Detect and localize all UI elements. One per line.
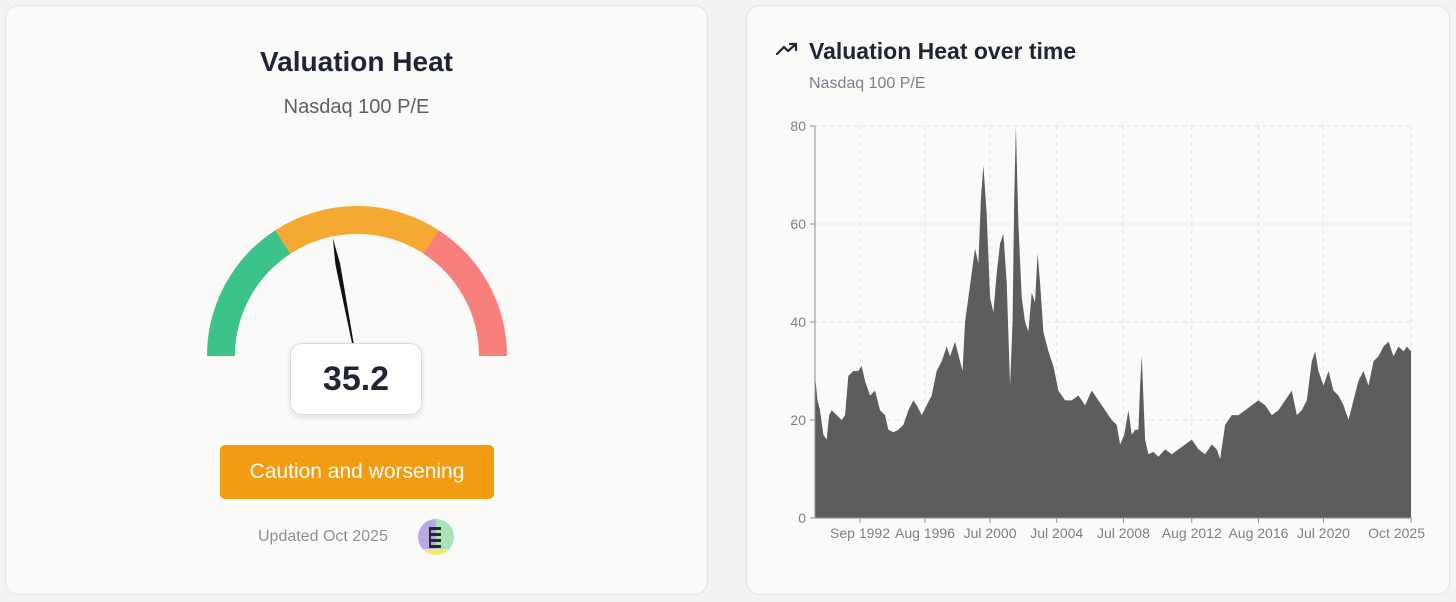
x-tick-label: Jul 2004 [1030,525,1083,541]
data-source-logo-icon[interactable] [418,519,454,555]
trending-up-icon [775,42,798,56]
gauge-title: Valuation Heat [260,46,453,77]
x-tick-label: Sep 1992 [830,525,890,541]
gauge-subtitle: Nasdaq 100 P/E [283,96,430,118]
x-tick-label: Oct 2025 [1368,525,1425,541]
x-tick-label: Jul 2008 [1097,525,1150,541]
gauge-needle [332,237,354,345]
pe-area-series[interactable] [815,126,1411,518]
gauge [207,206,507,357]
gauge-value: 35.2 [290,343,422,415]
x-tick-label: Jul 2020 [1297,525,1350,541]
y-tick-label: 60 [790,216,806,232]
gauge-segment-mid [275,206,439,254]
x-tick-label: Aug 2016 [1228,525,1288,541]
gauge-segment-low [207,230,291,357]
y-tick-label: 80 [790,118,806,134]
x-tick-label: Aug 2012 [1162,525,1222,541]
status-badge[interactable]: Caution and worsening [220,445,494,499]
area-chart[interactable]: 0 20 40 60 80 Sep 1992 Aug 1996 Jul 2000 Jul 200… [747,6,1451,596]
gauge-segment-high [423,230,507,357]
x-tick-label: Jul 2000 [964,525,1017,541]
chart-subtitle: Nasdaq 100 P/E [809,75,926,92]
y-tick-label: 0 [798,510,806,526]
chart-card: Valuation Heat over time Nasdaq 100 P/E … [746,5,1450,595]
gauge-card: Valuation Heat Nasdaq 100 P/E 35.2 Cauti… [5,5,708,595]
y-tick-label: 20 [790,412,806,428]
updated-date: Updated Oct 2025 [258,528,388,545]
chart-title: Valuation Heat over time [809,38,1077,64]
x-tick-label: Aug 1996 [895,525,955,541]
y-tick-label: 40 [790,314,806,330]
